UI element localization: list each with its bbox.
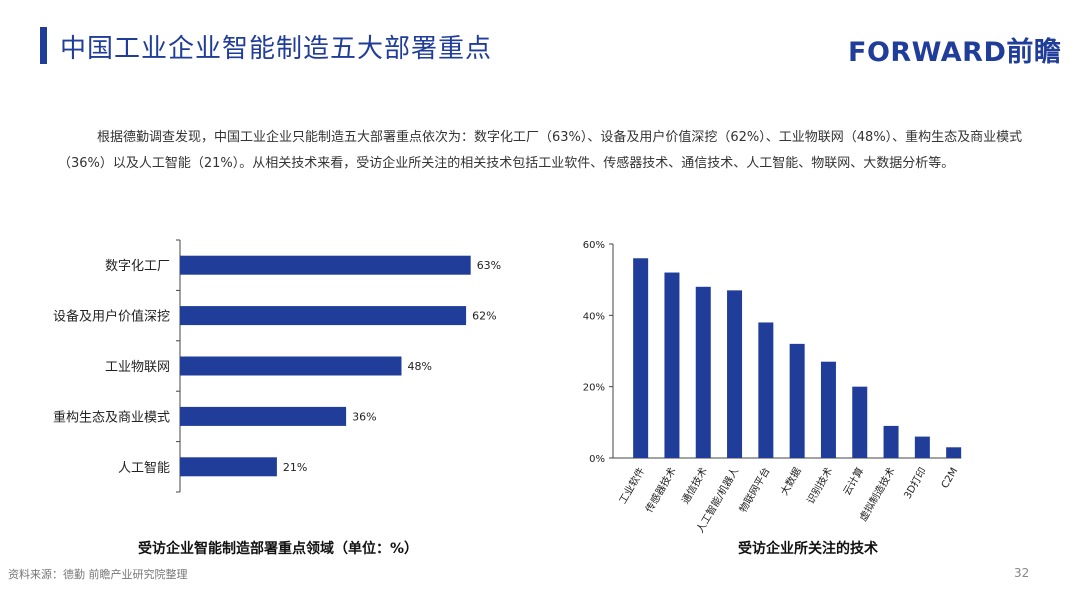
data-label: 48% xyxy=(407,360,431,373)
chart-left-title: 受访企业智能制造部署重点领域（单位：%） xyxy=(138,541,419,557)
category-label: C2M xyxy=(940,466,961,491)
category-label: 通信技术 xyxy=(679,465,710,506)
bar xyxy=(695,286,711,458)
y-tick-label: 40% xyxy=(583,311,605,322)
category-label: 3D打印 xyxy=(901,465,929,501)
bar xyxy=(852,386,868,458)
category-label: 云计算 xyxy=(840,465,866,497)
category-label: 识别技术 xyxy=(804,465,835,506)
page-title: 中国工业企业智能制造五大部署重点 xyxy=(60,34,493,64)
category-label: 大数据 xyxy=(777,465,803,497)
y-tick-label: 0% xyxy=(589,454,605,465)
bar xyxy=(883,425,899,458)
bar xyxy=(820,361,836,458)
y-tick-label: 60% xyxy=(583,240,605,251)
bar xyxy=(633,258,649,458)
title-accent-bar xyxy=(40,27,47,64)
bar xyxy=(946,447,962,458)
bar xyxy=(180,457,277,477)
bar xyxy=(180,255,471,275)
focus-areas-chart: 数字化工厂 63% 设备及用户价值深挖 62% 工业物联网 48% 重构生态及商业模式 36%… xyxy=(53,239,501,493)
bar xyxy=(180,306,467,326)
data-label: 36% xyxy=(352,410,376,423)
data-label: 63% xyxy=(477,259,501,272)
data-label: 62% xyxy=(472,310,496,323)
category-label: 重构生态及商业模式 xyxy=(53,409,170,425)
bar xyxy=(180,356,402,376)
bar xyxy=(180,406,347,426)
brand-logo: FORWARD前瞻 xyxy=(848,37,1062,68)
category-label: 设备及用户价值深挖 xyxy=(53,309,170,325)
bar xyxy=(664,272,680,458)
data-label: 21% xyxy=(283,461,307,474)
bar xyxy=(789,343,805,458)
category-label: 数字化工厂 xyxy=(105,259,170,274)
category-label: 物联网平台 xyxy=(736,465,772,515)
chart-right-title: 受访企业所关注的技术 xyxy=(738,541,878,557)
y-tick-label: 20% xyxy=(583,383,605,394)
category-label: 工业物联网 xyxy=(105,360,170,375)
category-label: 人工智能 xyxy=(118,461,170,476)
category-label: 工业软件 xyxy=(616,465,647,506)
page-number: 32 xyxy=(1014,566,1030,580)
bar xyxy=(727,290,743,458)
category-label: 传感器技术 xyxy=(642,465,678,515)
intro-paragraph: 根据德勤调查发现，中国工业企业只能制造五大部署重点依次为：数字化工厂（63%）、… xyxy=(58,130,1023,171)
bar xyxy=(914,436,930,458)
source-note: 资料来源：德勤 前瞻产业研究院整理 xyxy=(8,568,188,581)
bar xyxy=(758,322,774,458)
